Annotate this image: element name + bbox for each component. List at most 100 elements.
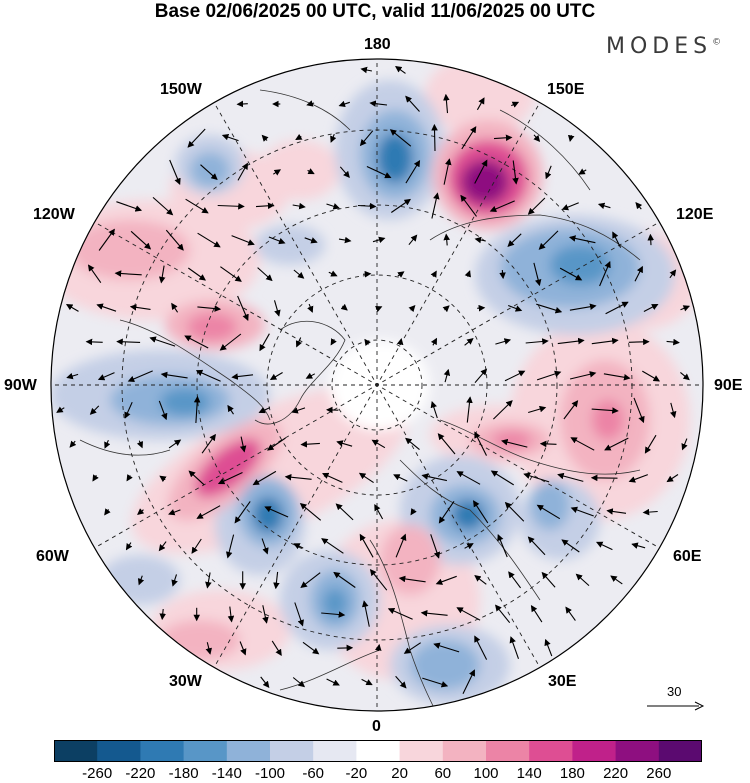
wind-arrow-icon — [359, 130, 374, 147]
wind-arrow-icon — [369, 568, 388, 591]
wind-arrow-icon — [257, 267, 273, 282]
wind-arrow-icon — [104, 508, 111, 516]
wind-arrow-icon — [330, 338, 337, 346]
wind-arrow-icon — [193, 395, 201, 424]
wind-arrow-icon — [568, 235, 596, 244]
wind-arrow-icon — [397, 271, 405, 278]
wind-arrow-icon — [561, 539, 580, 553]
wind-arrow-icon — [237, 162, 248, 181]
wind-arrow-icon — [266, 437, 286, 451]
wind-arrow-icon — [326, 678, 340, 686]
wind-arrow-icon — [195, 369, 221, 382]
wind-arrow-icon — [666, 474, 679, 483]
wind-arrow-icon — [307, 168, 315, 175]
wind-arrow-icon — [104, 439, 111, 449]
wind-arrow-icon — [326, 203, 340, 210]
wind-arrow-icon — [396, 338, 404, 346]
wind-arrow-icon — [421, 473, 448, 482]
wind-arrow-icon — [643, 303, 659, 312]
wind-arrow-icon — [493, 400, 513, 420]
wind-arrow-icon — [533, 262, 542, 287]
wind-arrow-icon — [340, 303, 348, 311]
wind-arrow-icon — [292, 202, 306, 210]
wind-arrow-icon — [372, 236, 386, 244]
wind-arrow-icon — [227, 606, 235, 623]
wind-arrow-icon — [512, 160, 519, 185]
wind-arrow-icon — [408, 234, 418, 246]
wind-arrow-icon — [217, 472, 243, 485]
wind-arrow-icon — [98, 228, 115, 251]
wind-arrow-icon — [443, 93, 450, 114]
colorbar-segment — [270, 740, 314, 762]
wind-arrow-icon — [495, 338, 512, 345]
wind-arrow-icon — [422, 677, 449, 688]
colorbar-tick-label: 100 — [473, 765, 499, 782]
wind-arrow-icon — [612, 231, 622, 248]
wind-arrow-icon — [460, 194, 477, 217]
colorbar-segment — [529, 740, 573, 762]
wind-arrow-icon — [666, 338, 680, 346]
wind-arrow-icon — [217, 202, 245, 210]
wind-arrow-icon — [264, 506, 289, 518]
wind-arrow-icon — [269, 372, 283, 381]
wind-arrow-icon — [125, 542, 133, 551]
wind-arrow-icon — [171, 574, 178, 587]
colorbar-tick-label: -20 — [345, 765, 368, 782]
wind-arrow-icon — [363, 270, 372, 278]
wind-arrow-icon — [225, 534, 235, 559]
wind-arrow-icon — [464, 543, 474, 550]
wind-arrow-icon — [591, 407, 619, 414]
wind-arrow-icon — [338, 236, 352, 244]
wind-arrow-icon — [66, 372, 79, 380]
wind-arrow-icon — [369, 100, 388, 107]
lon-label-60w: 60W — [36, 548, 69, 565]
wind-arrow-icon — [528, 405, 547, 414]
wind-arrow-icon — [259, 333, 270, 352]
colorbar-tick-label: -100 — [254, 765, 286, 782]
wind-arrow-icon — [205, 642, 212, 655]
wind-arrow-icon — [430, 534, 441, 559]
wind-arrow-icon — [561, 202, 579, 211]
wind-arrow-icon — [85, 338, 103, 346]
wind-arrow-icon — [390, 198, 412, 213]
colorbar-segment — [486, 740, 530, 762]
wind-arrow-icon — [395, 533, 407, 558]
wind-arrow-icon — [559, 267, 583, 281]
wind-arrow-icon — [631, 542, 646, 549]
wind-arrow-icon — [557, 472, 584, 482]
wind-arrow-icon — [304, 237, 318, 244]
anomaly-field — [51, 59, 703, 711]
wind-arrow-icon — [87, 264, 102, 284]
wind-arrow-icon — [544, 638, 553, 657]
wind-arrow-icon — [159, 475, 167, 483]
colorbar-tick-label: -140 — [211, 765, 242, 782]
wind-arrow-icon — [474, 159, 488, 184]
wind-arrow-icon — [137, 575, 145, 586]
wind-arrow-icon — [273, 169, 282, 176]
wind-arrow-icon — [474, 635, 488, 660]
wind-arrow-icon — [261, 538, 269, 555]
wind-arrow-icon — [171, 302, 179, 313]
wind-arrow-icon — [569, 303, 597, 311]
wind-arrow-icon — [570, 506, 594, 517]
wind-arrow-icon — [527, 197, 546, 215]
wind-arrow-icon — [366, 166, 392, 179]
wind-arrow-icon — [466, 396, 473, 423]
reference-arrow-icon — [647, 701, 705, 711]
wind-arrow-icon — [437, 433, 456, 455]
wind-arrow-icon — [158, 400, 168, 421]
colorbar-segment — [442, 740, 487, 762]
wind-arrow-icon — [328, 270, 338, 277]
wind-arrow-icon — [538, 230, 559, 250]
colorbar-segment — [572, 740, 617, 762]
wind-arrow-icon — [669, 402, 677, 419]
wind-arrow-icon — [408, 304, 416, 313]
wind-arrow-icon — [525, 338, 549, 345]
wind-arrow-icon — [570, 437, 595, 451]
colorbar-tick-label: 220 — [603, 765, 629, 782]
wind-arrow-icon — [197, 305, 222, 312]
wind-arrow-icon — [430, 400, 438, 419]
wind-arrow-icon — [628, 338, 650, 346]
wind-arrow-icon — [431, 123, 438, 152]
wind-arrow-icon — [56, 406, 65, 413]
